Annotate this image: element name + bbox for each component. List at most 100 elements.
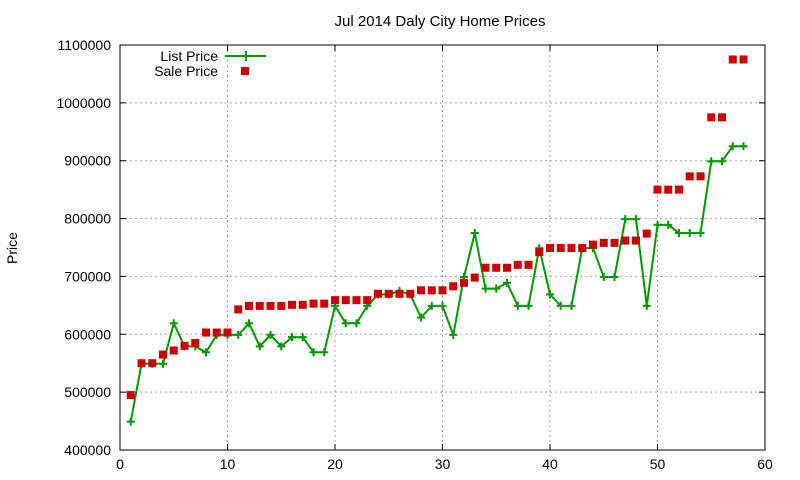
legend-marker-list-price xyxy=(241,51,251,61)
sale-price-point xyxy=(331,296,339,305)
sale-price-point xyxy=(524,260,533,269)
legend: List Price Sale Price xyxy=(154,48,266,79)
sale-price-point xyxy=(556,244,565,253)
x-tick-label: 30 xyxy=(435,456,451,472)
list-price-point xyxy=(492,284,501,293)
list-price-point xyxy=(438,301,447,310)
legend-label-sale-price: Sale Price xyxy=(154,63,218,79)
y-tick-label: 500000 xyxy=(64,384,111,400)
list-price-point xyxy=(427,301,436,310)
x-tick-label: 40 xyxy=(542,456,558,472)
sale-price-point xyxy=(245,301,253,310)
sale-price-point xyxy=(159,350,167,359)
sale-price-point xyxy=(589,240,597,249)
legend-marker-sale-price xyxy=(241,67,249,75)
list-price-point xyxy=(234,330,243,339)
sale-price-point xyxy=(137,359,146,368)
x-tick-label: 0 xyxy=(116,456,124,472)
y-tick-label: 900000 xyxy=(64,153,111,169)
sale-price-point xyxy=(470,273,479,282)
sale-price-point xyxy=(212,328,221,337)
y-tick-label: 800000 xyxy=(64,211,111,227)
list-price-point xyxy=(288,333,296,342)
sale-price-point xyxy=(255,301,264,310)
list-price-point xyxy=(503,278,511,287)
list-price-point xyxy=(685,229,694,238)
sale-price-point xyxy=(266,301,275,310)
list-price-point xyxy=(610,273,619,282)
sale-price-point xyxy=(169,346,178,355)
sale-price-point xyxy=(492,263,501,272)
sale-price-point xyxy=(675,185,683,194)
sale-price-point xyxy=(503,263,511,272)
list-price-point xyxy=(632,215,640,224)
sale-price-point xyxy=(180,341,189,350)
sale-price-point xyxy=(610,238,619,247)
sale-price-point xyxy=(341,296,350,305)
sale-price-point xyxy=(535,248,544,257)
list-price-point xyxy=(320,348,329,357)
list-price-point xyxy=(449,330,458,339)
sale-price-point xyxy=(707,113,716,122)
list-price-point xyxy=(341,319,350,328)
list-price-point xyxy=(470,229,479,238)
sale-price-point xyxy=(320,299,329,308)
y-axis-label: Price xyxy=(4,232,20,264)
sale-price-point xyxy=(395,289,404,298)
sale-price-point xyxy=(578,244,587,253)
list-price-point xyxy=(481,284,490,293)
sale-price-point xyxy=(567,244,576,253)
sale-price-point xyxy=(384,289,393,298)
sale-price-point xyxy=(406,289,415,298)
sale-price-point xyxy=(728,55,737,64)
list-price-point xyxy=(309,348,318,357)
list-price-point xyxy=(621,215,630,224)
list-price-point xyxy=(653,220,662,229)
axis-ticks: 0 10 20 30 40 50 60 400000 500000 600000 700000 800… xyxy=(56,37,773,472)
sale-price-point xyxy=(234,305,243,314)
list-price-point xyxy=(126,417,135,426)
sale-price-point xyxy=(191,338,200,347)
grid-lines xyxy=(120,45,765,450)
list-price-point xyxy=(255,342,264,351)
sale-price-point xyxy=(352,296,361,305)
sale-price-point xyxy=(449,282,458,291)
sale-price-point xyxy=(599,238,608,247)
plot-data xyxy=(126,55,748,426)
list-price-point xyxy=(159,359,167,368)
list-price-point xyxy=(696,229,705,238)
list-price-point xyxy=(664,220,673,229)
list-price-point xyxy=(675,229,683,238)
sale-price-point xyxy=(438,286,447,295)
sale-price-point xyxy=(685,172,694,181)
list-price-point xyxy=(599,273,608,282)
x-tick-label: 50 xyxy=(650,456,666,472)
sale-price-point xyxy=(298,300,307,309)
sale-price-point xyxy=(718,113,726,122)
sale-price-point xyxy=(223,328,232,337)
sale-price-point xyxy=(546,244,554,253)
sale-price-point xyxy=(417,286,425,295)
y-tick-label: 700000 xyxy=(64,268,111,284)
list-price-point xyxy=(298,333,307,342)
legend-label-list-price: List Price xyxy=(160,48,218,64)
sale-price-point xyxy=(739,55,748,64)
y-tick-label: 600000 xyxy=(64,326,111,342)
sale-price-point xyxy=(621,236,630,245)
list-price-point xyxy=(546,290,554,299)
sale-price-point xyxy=(202,328,210,337)
sale-price-point xyxy=(288,300,296,309)
sale-price-point xyxy=(460,278,468,287)
sale-price-point xyxy=(309,299,318,308)
sale-price-point xyxy=(653,185,662,194)
sale-price-point xyxy=(664,185,673,194)
list-price-point xyxy=(739,142,748,151)
x-tick-label: 10 xyxy=(220,456,236,472)
sale-price-point xyxy=(632,236,640,245)
list-price-point xyxy=(524,301,533,310)
sale-price-point xyxy=(374,289,382,298)
y-tick-label: 400000 xyxy=(64,442,111,458)
y-tick-label: 1100000 xyxy=(58,37,112,53)
list-price-point xyxy=(266,330,275,339)
